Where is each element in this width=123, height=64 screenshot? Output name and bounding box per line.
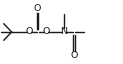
Text: O: O: [42, 28, 50, 36]
Text: O: O: [25, 28, 33, 36]
Text: O: O: [70, 51, 77, 60]
Text: O: O: [34, 4, 41, 13]
Text: N: N: [61, 28, 67, 36]
